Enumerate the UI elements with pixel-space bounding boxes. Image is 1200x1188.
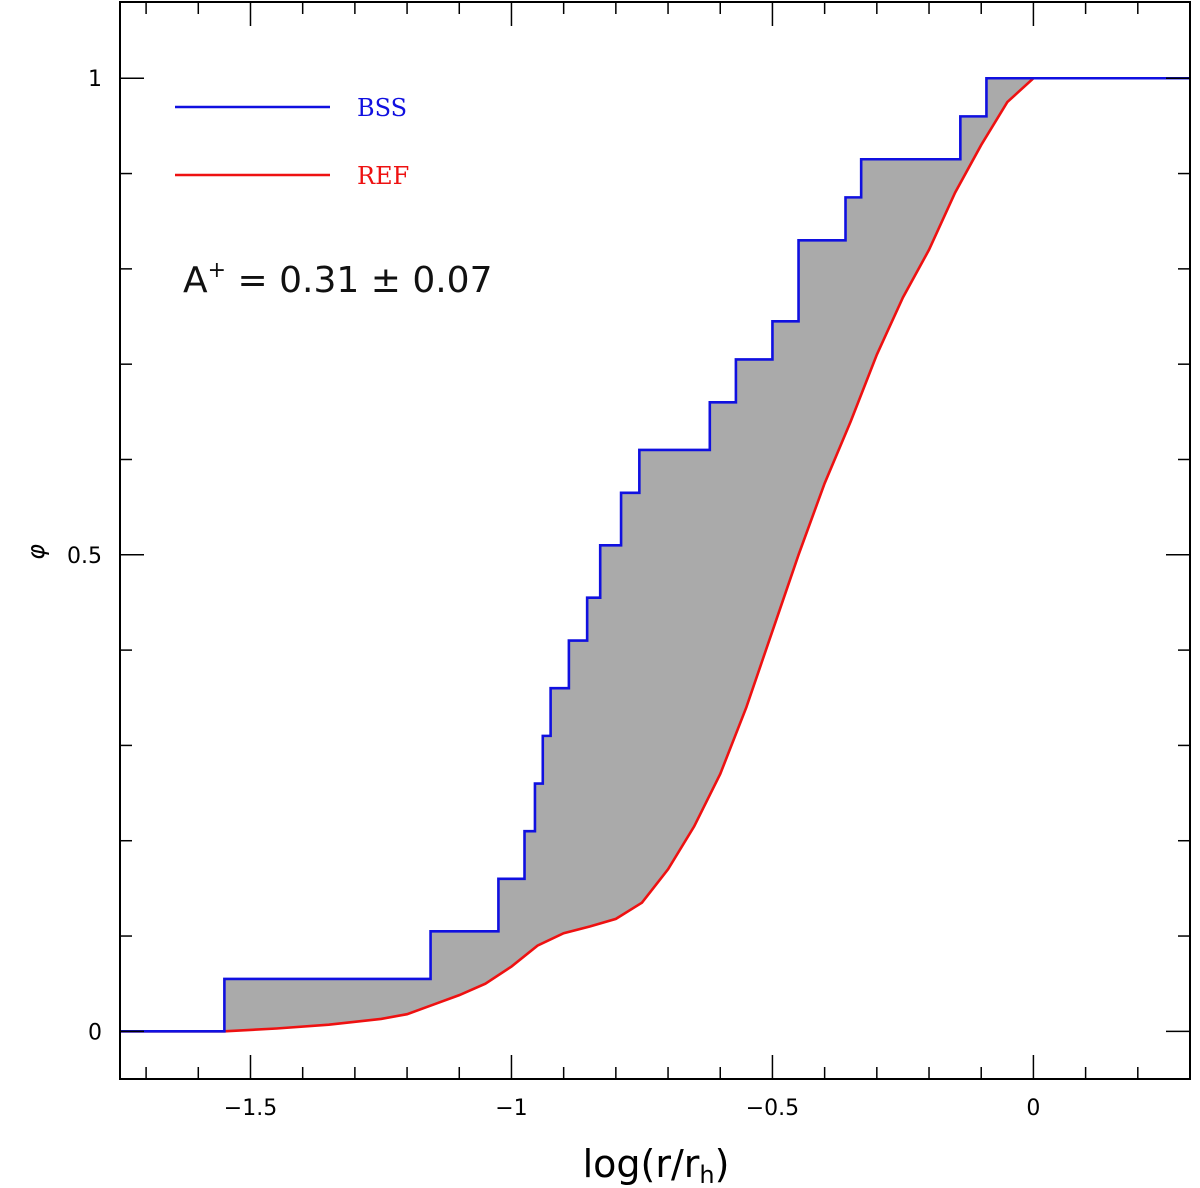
series-line-ref (120, 76, 1190, 1033)
legend: BSS REF (175, 94, 409, 190)
shaded-region (120, 78, 1190, 1032)
asymmetry-annotation: A+ = 0.31 ± 0.07 (183, 258, 493, 301)
area-between-curves (120, 78, 1190, 1032)
x-axis-title: log(r/rh) (583, 1142, 730, 1188)
x-axis-title-main: log(r/r (583, 1142, 700, 1186)
tick-labels: −1.5 −1 −0.5 0 0 0.5 1 (67, 67, 1040, 1121)
x-tick-label: −1 (495, 1096, 527, 1121)
series-line-bss (120, 76, 1190, 1033)
x-tick-label: 0 (1026, 1096, 1040, 1121)
ticks (120, 2, 1191, 1079)
legend-label-bss: BSS (357, 94, 407, 122)
annotation-value: = 0.31 ± 0.07 (226, 260, 492, 301)
x-tick-label: −1.5 (224, 1096, 277, 1121)
x-axis-title-close: ) (715, 1142, 730, 1186)
plot-frame (119, 1, 1191, 1080)
y-tick-label: 0 (88, 1020, 102, 1045)
y-axis-title: φ (22, 544, 50, 560)
x-tick-label: −0.5 (746, 1096, 799, 1121)
annotation-prefix: A (183, 260, 208, 301)
y-tick-label: 1 (88, 67, 102, 92)
series-layer (120, 76, 1190, 1033)
annotation-superscript: + (208, 258, 226, 283)
x-axis-title-subscript: h (699, 1161, 714, 1188)
legend-label-ref: REF (357, 162, 409, 190)
y-tick-label: 0.5 (67, 544, 102, 569)
